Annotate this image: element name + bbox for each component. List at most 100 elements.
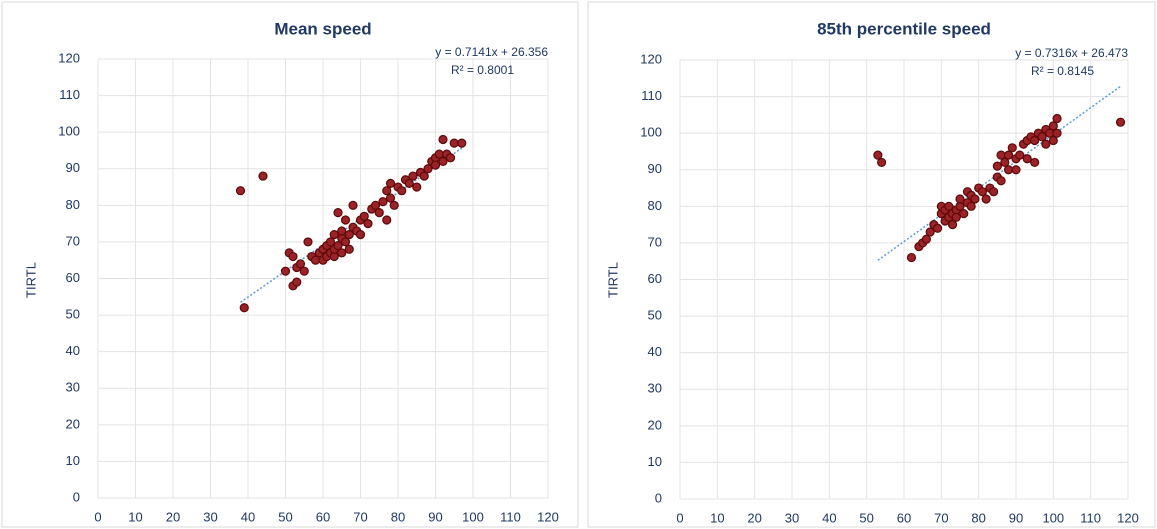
scatter-point [1000,157,1010,168]
scatter-point [1048,121,1058,131]
y-tick-label: 20 [648,417,662,432]
y-tick-label: 50 [648,308,662,323]
x-tick-label: 0 [676,510,683,525]
x-tick-label: 30 [203,509,217,524]
x-tick-label: 40 [241,509,255,524]
y-tick-label: 30 [66,380,80,395]
y-tick-label: 10 [648,454,662,469]
x-tick-label: 90 [428,509,442,524]
scatter-point [295,259,306,269]
y-tick-label: 40 [66,343,80,358]
chart-title: Mean speed [274,19,371,38]
scatter-point [258,171,268,181]
x-tick-label: 20 [166,509,180,524]
scatter-point [385,193,396,203]
scatter-point [408,171,418,181]
y-axis-label: TIRTL [23,262,38,298]
y-tick-label: 70 [648,234,662,249]
scatter-point [280,266,291,276]
scatter-point [1048,135,1058,146]
scatter-point [947,220,958,230]
scatter-point [329,230,339,240]
scatter-point [382,186,392,196]
scatter-point [438,156,448,167]
x-tick-label: 100 [1042,510,1064,525]
y-tick-label: 90 [648,161,662,176]
scatter-point [1003,150,1014,160]
scatter-point [1015,150,1025,160]
y-tick-label: 100 [58,124,80,139]
x-tick-label: 0 [94,509,101,524]
chart-title: 85th percentile speed [817,19,991,38]
x-tick-label: 110 [500,509,521,524]
scatter-point [385,178,396,188]
y-tick-label: 0 [73,489,80,504]
y-tick-label: 50 [66,307,80,322]
y-tick-label: 10 [66,453,80,468]
scatter-point [325,237,336,247]
scatter-point [344,230,354,240]
scatter-point [906,252,917,263]
scatter-point [292,277,302,287]
scatter-point [370,200,381,210]
scatter-point [1041,139,1051,149]
scatter-point [382,215,392,225]
x-tick-label: 70 [353,509,367,524]
y-tick-label: 80 [648,198,662,213]
scatter-point [876,157,887,168]
scatter-point [438,134,448,145]
scatter-point [348,200,358,210]
y-tick-label: 120 [58,50,80,65]
x-tick-label: 70 [934,510,948,525]
x-tick-label: 80 [391,509,405,524]
equation: y = 0.7316x + 26.473 [1015,46,1128,60]
scatter-point [340,215,351,225]
scatter-point [873,150,883,160]
scatter-point [1030,135,1040,146]
scatter-point [423,164,433,174]
x-tick-label: 120 [1117,510,1139,525]
scatter-point [1052,113,1062,124]
scatter-point [1044,128,1055,138]
y-tick-label: 120 [640,51,662,66]
y-tick-label: 110 [59,87,80,102]
scatter-point [299,266,309,276]
scatter-point [966,201,976,211]
scatter-point [944,201,954,211]
scatter-point [970,194,980,204]
y-tick-label: 0 [655,490,662,505]
y-tick-label: 100 [640,125,662,140]
panel-border [1,1,579,528]
x-tick-label: 50 [278,509,292,524]
scatter-point [981,194,991,204]
x-tick-label: 30 [785,510,799,525]
scatter-point [1037,132,1047,142]
scatter-point [412,182,422,192]
scatter-point [344,244,354,254]
scatter-point [977,187,988,197]
scatter-point [404,178,414,188]
scatter-point [1052,128,1062,138]
scatter-point [955,194,965,204]
y-axis-label: TIRTL [605,262,620,298]
scatter-point [239,303,249,313]
scatter-point [337,226,347,236]
y-tick-label: 90 [66,160,80,175]
scatter-point [992,161,1002,171]
scatter-point [996,150,1006,160]
scatter-point [1022,154,1032,164]
scatter-point [397,186,407,196]
y-tick-label: 70 [66,233,80,248]
x-tick-label: 10 [710,510,724,525]
scatter-point [921,234,932,244]
scatter-point [303,237,313,247]
scatter-point [434,149,444,159]
scatter-point [925,227,935,237]
scatter-point [959,209,969,219]
scatter-point [378,197,388,207]
scatter-point [363,219,373,229]
y-tick-label: 60 [648,271,662,286]
scatter-point [445,153,456,163]
scatter-point [932,223,943,233]
